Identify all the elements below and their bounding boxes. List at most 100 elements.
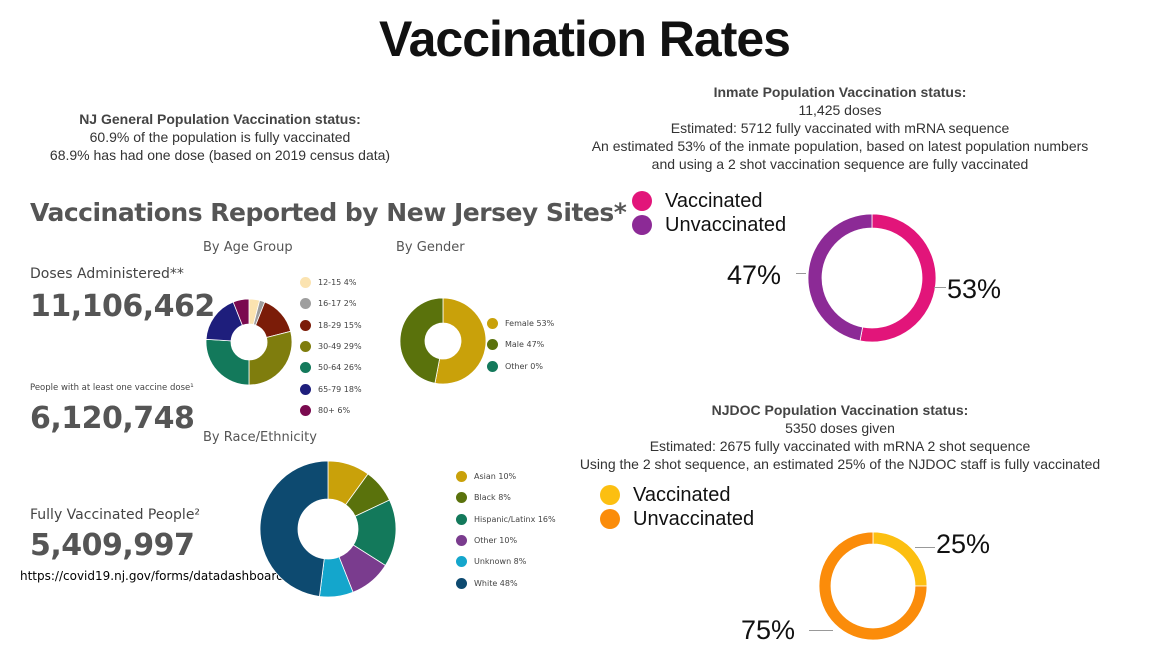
inmate-status-line: An estimated 53% of the inmate populatio… (591, 138, 1089, 154)
age-chart-title: By Age Group (203, 240, 293, 255)
legend-entry: White 48% (456, 572, 556, 593)
legend-entry: Unvaccinated (632, 213, 786, 237)
legend-label: Hispanic/Latinx 16% (474, 514, 556, 524)
donut-slice-white (259, 460, 329, 597)
legend-label: 65-79 18% (318, 384, 362, 394)
race-legend: Asian 10% Black 8% Hispanic/Latinx 16% O… (456, 466, 556, 594)
legend-entry: 18-29 15% (300, 315, 362, 336)
legend-entry: Other 10% (456, 530, 556, 551)
nj-status-heading: NJ General Population Vaccination status… (79, 111, 361, 127)
legend-swatch (487, 318, 498, 330)
race-chart-title: By Race/Ethnicity (203, 430, 317, 445)
inmate-status-heading: Inmate Population Vaccination status: (713, 84, 967, 100)
donut-slice-30-49 (248, 330, 293, 386)
legend-label: Other 10% (474, 536, 518, 546)
inmate-donut-chart (807, 213, 937, 343)
legend-label: Asian 10% (474, 472, 517, 482)
legend-label: Vaccinated (633, 483, 731, 506)
legend-swatch (632, 191, 652, 211)
legend-swatch (487, 339, 498, 351)
donut-slice-vaccinated (859, 213, 937, 343)
legend-label: 30-49 29% (318, 342, 362, 352)
njdoc-status-heading: NJDOC Population Vaccination status: (711, 402, 969, 418)
legend-entry: 16-17 2% (300, 293, 362, 314)
inmate-status-line: 11,425 doses (798, 102, 882, 118)
legend-swatch (600, 485, 620, 505)
legend-entry: Unknown 8% (456, 551, 556, 572)
legend-swatch (300, 298, 311, 310)
legend-label: Male 47% (505, 340, 545, 350)
nj-status-line: 68.9% has had one dose (based on 2019 ce… (49, 147, 391, 163)
legend-label: Black 8% (474, 493, 511, 503)
legend-entry: Other 0% (487, 356, 554, 377)
legend-entry: 65-79 18% (300, 378, 362, 399)
doses-value: 11,106,462 (30, 289, 215, 324)
njdoc-status-line: Using the 2 shot sequence, an estimated … (579, 456, 1101, 472)
legend-entry: Male 47% (487, 334, 554, 355)
legend-entry: 30-49 29% (300, 336, 362, 357)
legend-swatch (456, 577, 467, 589)
legend-label: 18-29 15% (318, 320, 362, 330)
nj-status-line: 60.9% of the population is fully vaccina… (89, 129, 351, 145)
legend-swatch (300, 362, 311, 374)
njdoc-unvaccinated-pct: 75% (741, 615, 796, 645)
leader-line (915, 547, 935, 548)
legend-swatch (300, 383, 311, 395)
njdoc-status-line: Estimated: 2675 fully vaccinated with mR… (649, 438, 1031, 454)
leader-line (796, 273, 806, 274)
donut-slice-50-64 (205, 338, 250, 386)
legend-label: 12-15 4% (318, 278, 357, 288)
inmate-unvaccinated-pct: 47% (727, 260, 782, 290)
source-url: https://covid19.nj.gov/forms/datadashboa… (20, 569, 284, 583)
donut-slice-vaccinated (872, 531, 928, 587)
legend-entry: Vaccinated (600, 483, 754, 507)
legend-swatch (300, 341, 311, 353)
legend-swatch (456, 471, 467, 483)
legend-label: Unvaccinated (665, 213, 787, 236)
nj-status-block: NJ General Population Vaccination status… (20, 110, 420, 164)
legend-label: White 48% (474, 578, 518, 588)
legend-label: 80+ 6% (318, 405, 351, 415)
legend-swatch (456, 556, 467, 568)
legend-entry: Vaccinated (632, 189, 786, 213)
njdoc-donut-chart (818, 531, 928, 641)
donut-slice-unvaccinated (818, 531, 928, 641)
legend-swatch (456, 492, 467, 504)
donut-slice-80- (232, 298, 250, 326)
gender-donut-chart (399, 297, 487, 385)
njdoc-vaccinated-pct: 25% (936, 529, 991, 559)
gender-chart-title: By Gender (396, 240, 465, 255)
legend-entry: Hispanic/Latinx 16% (456, 509, 556, 530)
age-legend: 12-15 4% 16-17 2% 18-29 15% 30-49 29% 50… (300, 272, 362, 421)
legend-entry: 12-15 4% (300, 272, 362, 293)
inmate-status-line: and using a 2 shot vaccination sequence … (651, 156, 1029, 172)
legend-label: Vaccinated (665, 189, 763, 212)
legend-label: Other 0% (505, 361, 543, 371)
leader-line (934, 287, 946, 288)
legend-entry: Unvaccinated (600, 507, 754, 531)
inmate-vaccinated-pct: 53% (947, 274, 1002, 304)
legend-swatch (487, 360, 498, 372)
legend-swatch (300, 319, 311, 331)
one-dose-value: 6,120,748 (30, 401, 195, 436)
inmate-legend: Vaccinated Unvaccinated (632, 189, 786, 237)
fully-vaccinated-value: 5,409,997 (30, 528, 195, 563)
legend-swatch (456, 513, 467, 525)
age-donut-chart (205, 298, 293, 386)
legend-label: Unknown 8% (474, 557, 527, 567)
njdoc-legend: Vaccinated Unvaccinated (600, 483, 754, 531)
legend-entry: Female 53% (487, 313, 554, 334)
legend-entry: 80+ 6% (300, 400, 362, 421)
dashboard-title: Vaccinations Reported by New Jersey Site… (30, 198, 627, 227)
legend-swatch (300, 404, 311, 416)
gender-legend: Female 53% Male 47% Other 0% (487, 313, 554, 377)
njdoc-status-line: 5350 doses given (785, 420, 895, 436)
page-title: Vaccination Rates (379, 11, 791, 67)
donut-slice-unvaccinated (807, 213, 873, 342)
donut-slice-male (399, 297, 444, 384)
legend-label: 50-64 26% (318, 363, 362, 373)
legend-label: Unvaccinated (633, 507, 755, 530)
inmate-status-line: Estimated: 5712 fully vaccinated with mR… (670, 120, 1010, 136)
legend-entry: 50-64 26% (300, 357, 362, 378)
legend-entry: Black 8% (456, 487, 556, 508)
